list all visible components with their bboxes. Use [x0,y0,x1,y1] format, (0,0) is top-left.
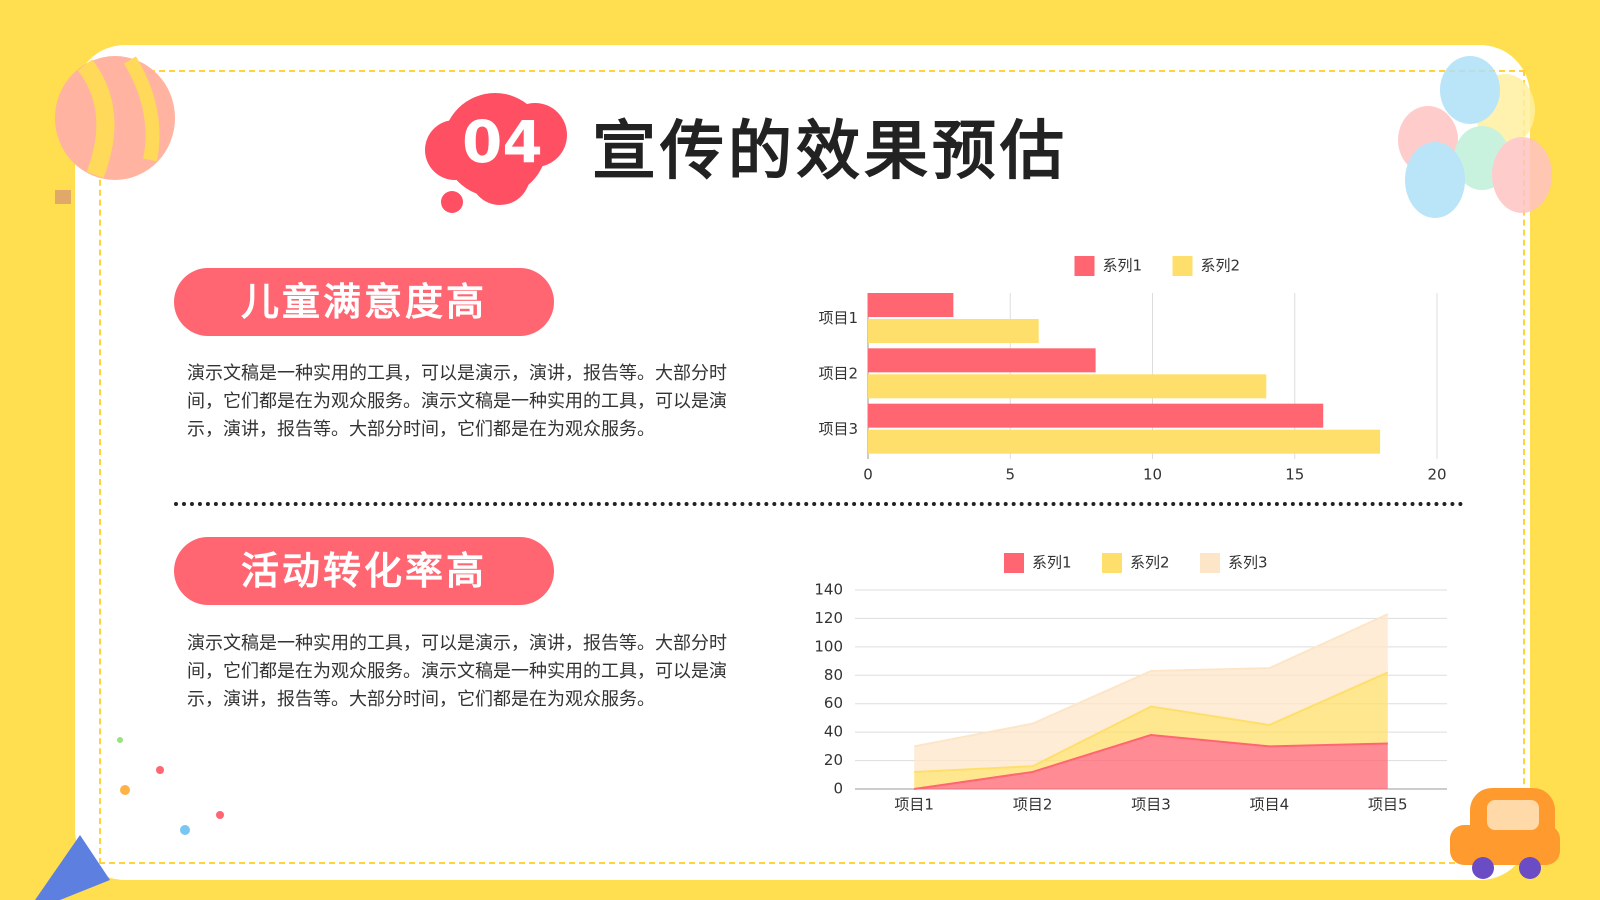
y-tick-label: 80 [824,666,843,684]
separator [174,502,1464,506]
y-tick-label: 项目2 [818,365,858,383]
legend-swatch [1172,256,1193,276]
y-tick-label: 120 [814,609,843,627]
bar [868,429,1381,454]
legend-label: 系列3 [1228,554,1268,572]
x-tick-label: 5 [1005,466,1015,484]
bar [868,348,1096,373]
bar [868,293,954,317]
section-text: 演示文稿是一种实用的工具，可以是演示，演讲，报告等。大部分时间，它们都是在为观众… [187,633,727,710]
legend-label: 系列1 [1103,257,1143,275]
x-tick-label: 项目1 [894,796,934,814]
x-tick-label: 项目2 [1013,796,1053,814]
x-tick-label: 0 [863,466,873,484]
section-heading: 活动转化率高 [174,537,554,605]
legend-swatch [1074,256,1095,276]
area [914,734,1388,789]
y-tick-label: 0 [833,780,843,798]
area [914,672,1388,789]
x-tick-label: 项目3 [1131,796,1171,814]
x-tick-label: 20 [1427,466,1446,484]
y-tick-label: 40 [824,723,843,741]
x-tick-label: 10 [1143,466,1162,484]
y-tick-label: 20 [824,751,843,769]
x-tick-label: 项目4 [1250,796,1290,814]
area-line [914,671,1389,773]
legend-swatch [1102,553,1122,573]
legend-label: 系列1 [1032,554,1072,572]
legend-swatch [1200,553,1220,573]
y-tick-label: 项目1 [818,309,858,327]
party-popper [35,737,224,900]
hot-air-balloon [55,56,175,204]
x-tick-label: 15 [1285,466,1304,484]
y-tick-label: 100 [814,637,843,655]
area [914,614,1388,772]
legend-label: 系列2 [1201,257,1241,275]
y-tick-label: 项目3 [818,420,858,438]
legend-label: 系列2 [1130,554,1170,572]
balloons [1398,56,1552,218]
area-line [914,613,1389,748]
section-number: 04 [462,108,543,176]
bar [868,319,1039,343]
section-heading: 儿童满意度高 [174,268,554,336]
area-line [914,733,1388,790]
number-blob [425,93,567,213]
section-text: 演示文稿是一种实用的工具，可以是演示，演讲，报告等。大部分时间，它们都是在为观众… [187,363,727,440]
bar [868,374,1267,399]
y-tick-label: 60 [824,694,843,712]
legend-swatch [1004,553,1024,573]
dashed-frame [99,70,1525,864]
bar [868,403,1324,428]
slide-title: 宣传的效果预估 [592,115,1068,189]
x-tick-label: 项目5 [1368,796,1408,814]
car [1450,788,1560,879]
y-tick-label: 140 [814,581,843,599]
